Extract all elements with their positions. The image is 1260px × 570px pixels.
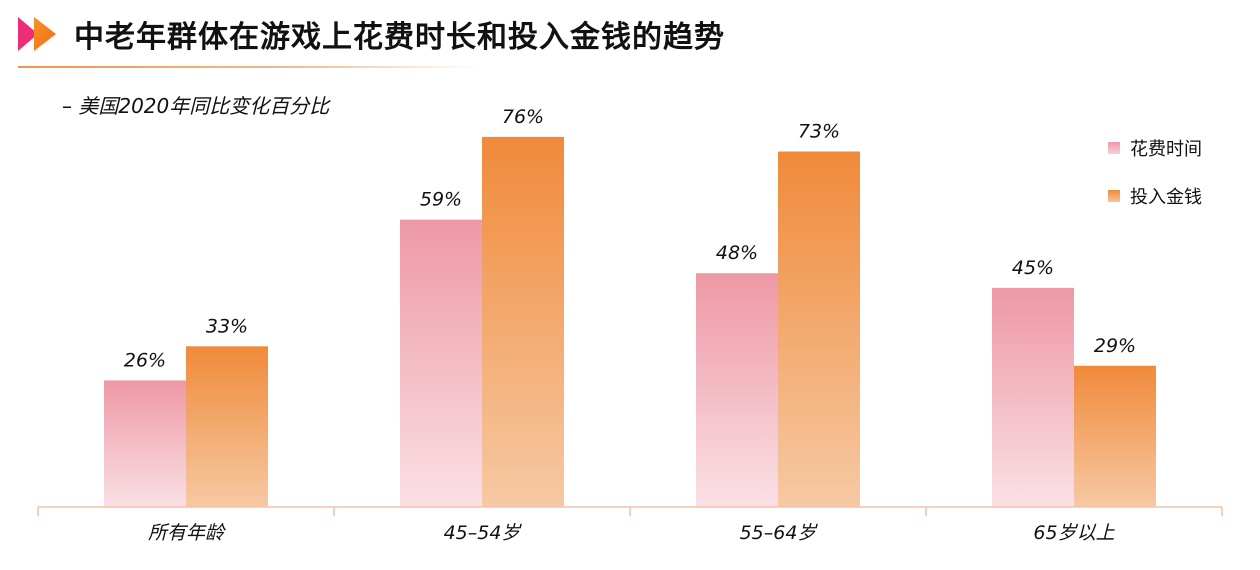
data-label-time-1: 59% [420, 189, 462, 211]
data-label-time-2: 48% [716, 242, 758, 264]
x-axis: 所有年龄 45–54岁 55–64岁 65岁以上 [37, 506, 1223, 544]
bar-money-0 [186, 346, 268, 507]
bar-time-0 [104, 380, 186, 507]
legend-item-money: 投入金钱 [1108, 184, 1202, 208]
legend-swatch-money [1108, 190, 1120, 202]
bar-time-1 [400, 219, 482, 508]
data-label-time-3: 45% [1012, 257, 1054, 279]
bar-money-3 [1074, 365, 1156, 507]
x-tick-label-0: 所有年龄 [148, 522, 226, 544]
chart-subtitle: – 美国2020年同比变化百分比 [62, 94, 330, 118]
x-tick-label-3: 65岁以上 [1033, 522, 1115, 544]
x-tick-label-2: 55–64岁 [740, 522, 819, 544]
bar-money-2 [778, 151, 860, 508]
legend: 花费时间 投入金钱 [1108, 136, 1202, 232]
play-arrows-logo-icon [18, 17, 56, 51]
data-label-money-2: 73% [798, 120, 840, 142]
legend-label-time: 花费时间 [1130, 139, 1202, 160]
bar-time-3 [992, 287, 1074, 507]
bars-group: 26% 33% 59% 76% 48% 73% 45% 29% [104, 106, 1156, 508]
legend-item-time: 花费时间 [1108, 136, 1202, 160]
data-label-money-0: 33% [206, 315, 248, 337]
legend-swatch-time [1108, 142, 1120, 154]
x-tick-label-1: 45–54岁 [444, 522, 523, 544]
bar-time-2 [696, 273, 778, 507]
data-label-money-1: 76% [502, 106, 544, 128]
legend-label-money: 投入金钱 [1130, 187, 1202, 208]
data-label-money-3: 29% [1094, 335, 1136, 357]
header: 中老年群体在游戏上花费时长和投入金钱的趋势 [18, 14, 725, 55]
title-underline [18, 66, 480, 68]
bar-money-1 [482, 136, 564, 507]
page-title: 中老年群体在游戏上花费时长和投入金钱的趋势 [74, 20, 725, 55]
data-label-time-0: 26% [124, 349, 166, 371]
